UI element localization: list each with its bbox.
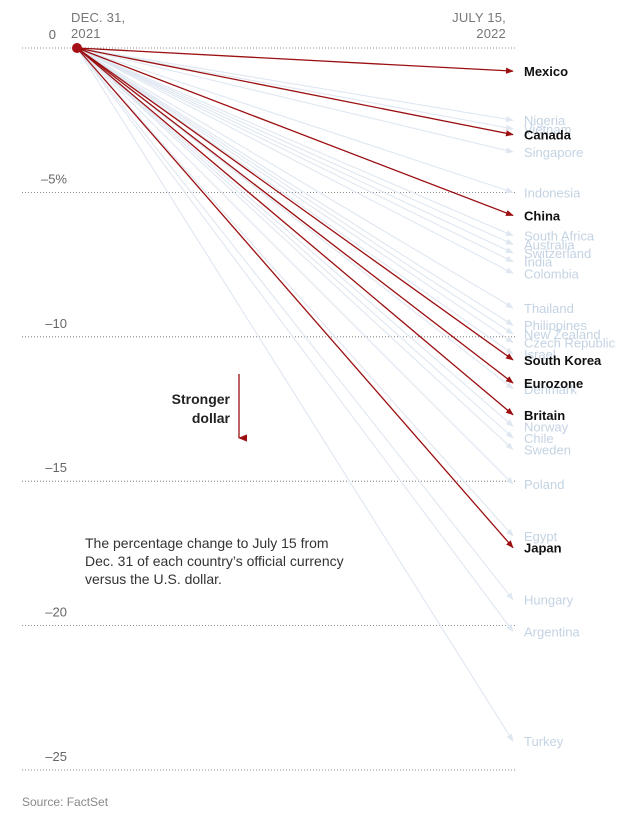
gridlines: 0 –5% –10 –15 –20 –25 — [22, 27, 515, 771]
y-tick-label: –15 — [45, 460, 67, 475]
series-line-eurozone — [76, 47, 514, 384]
series-line-argentina — [76, 47, 514, 632]
series-label-hungary: Hungary — [524, 593, 574, 608]
series-label-czech-republic: Czech Republic — [524, 336, 616, 351]
start-date-label: DEC. 31, — [71, 10, 125, 25]
source-credit: Source: FactSet — [22, 795, 109, 809]
series-label-south-africa: South Africa — [524, 229, 595, 244]
stronger-dollar-line-2: dollar — [191, 410, 230, 426]
y-tick-label: –5% — [41, 171, 67, 186]
series-label-eurozone: Eurozone — [524, 376, 583, 391]
series-label-indonesia: Indonesia — [524, 185, 581, 200]
series-line-denmark — [76, 47, 514, 390]
series-label-britain: Britain — [524, 408, 565, 423]
series-label-turkey: Turkey — [524, 734, 564, 749]
series-line-mexico — [76, 47, 514, 74]
series-line-south-korea — [76, 47, 514, 361]
series-line-india — [76, 47, 514, 263]
series-line-singapore — [76, 47, 514, 154]
chart-note: The percentage change to July 15 from De… — [85, 535, 344, 587]
start-dot — [72, 43, 82, 53]
date-labels: DEC. 31,2021 JULY 15,2022 — [71, 10, 506, 41]
series-line-south-africa — [76, 47, 514, 237]
series-label-sweden: Sweden — [524, 442, 571, 457]
series-line-nigeria — [76, 47, 514, 123]
y-tick-label: –20 — [45, 605, 67, 620]
series-label-canada: Canada — [524, 128, 572, 143]
series-label-singapore: Singapore — [524, 145, 583, 160]
series-line-colombia — [76, 47, 514, 274]
series-line-vietnam — [76, 47, 514, 131]
end-date-label: 2022 — [476, 26, 506, 41]
series-line-chile — [76, 47, 514, 439]
series-label-denmark: Denmark — [524, 382, 577, 397]
series-line-norway — [76, 47, 514, 427]
stronger-dollar-label: Stronger dollar — [172, 390, 230, 428]
series-label-thailand: Thailand — [524, 301, 574, 316]
highlighted-series — [76, 47, 514, 549]
series-line-czech-republic — [76, 47, 514, 344]
series-line-indonesia — [76, 47, 514, 194]
series-label-nigeria: Nigeria — [524, 113, 566, 128]
series-line-israel — [76, 47, 514, 355]
series-line-switzerland — [76, 47, 514, 254]
series-label-japan: Japan — [524, 541, 562, 556]
muted-series — [76, 47, 514, 742]
y-tick-label: –25 — [45, 749, 67, 764]
series-label-norway: Norway — [524, 419, 569, 434]
series-line-turkey — [76, 47, 514, 742]
series-line-canada — [76, 47, 514, 137]
series-line-thailand — [76, 47, 514, 309]
series-line-britain — [76, 47, 514, 416]
series-label-vietnam: Vietnam — [524, 122, 571, 137]
series-label-egypt: Egypt — [524, 529, 558, 544]
y-tick-label: 0 — [49, 27, 56, 42]
series-line-poland — [76, 47, 514, 485]
series-label-india: India — [524, 255, 553, 270]
series-label-poland: Poland — [524, 477, 564, 492]
series-line-hungary — [76, 47, 514, 601]
start-date-label: 2021 — [71, 26, 101, 41]
series-label-israel: Israel — [524, 347, 556, 362]
series-line-egypt — [76, 47, 514, 537]
series-line-sweden — [76, 47, 514, 450]
series-label-switzerland: Switzerland — [524, 246, 591, 261]
series-label-south-korea: South Korea — [524, 353, 602, 368]
y-tick-label: –10 — [45, 316, 67, 331]
series-label-new-zealand: New Zealand — [524, 327, 601, 342]
series-label-australia: Australia — [524, 237, 575, 252]
series-label-colombia: Colombia — [524, 266, 580, 281]
series-line-japan — [76, 47, 514, 549]
series-line-philippines — [76, 47, 514, 326]
series-label-china: China — [524, 209, 561, 224]
series-line-australia — [76, 47, 514, 245]
series-label-philippines: Philippines — [524, 318, 587, 333]
series-line-new-zealand — [76, 47, 514, 335]
series-line-china — [76, 47, 514, 217]
stronger-dollar-line-1: Stronger — [171, 391, 230, 407]
series-label-mexico: Mexico — [524, 64, 568, 79]
end-date-label: JULY 15, — [452, 10, 506, 25]
series-label-chile: Chile — [524, 431, 554, 446]
series-label-argentina: Argentina — [524, 624, 580, 639]
